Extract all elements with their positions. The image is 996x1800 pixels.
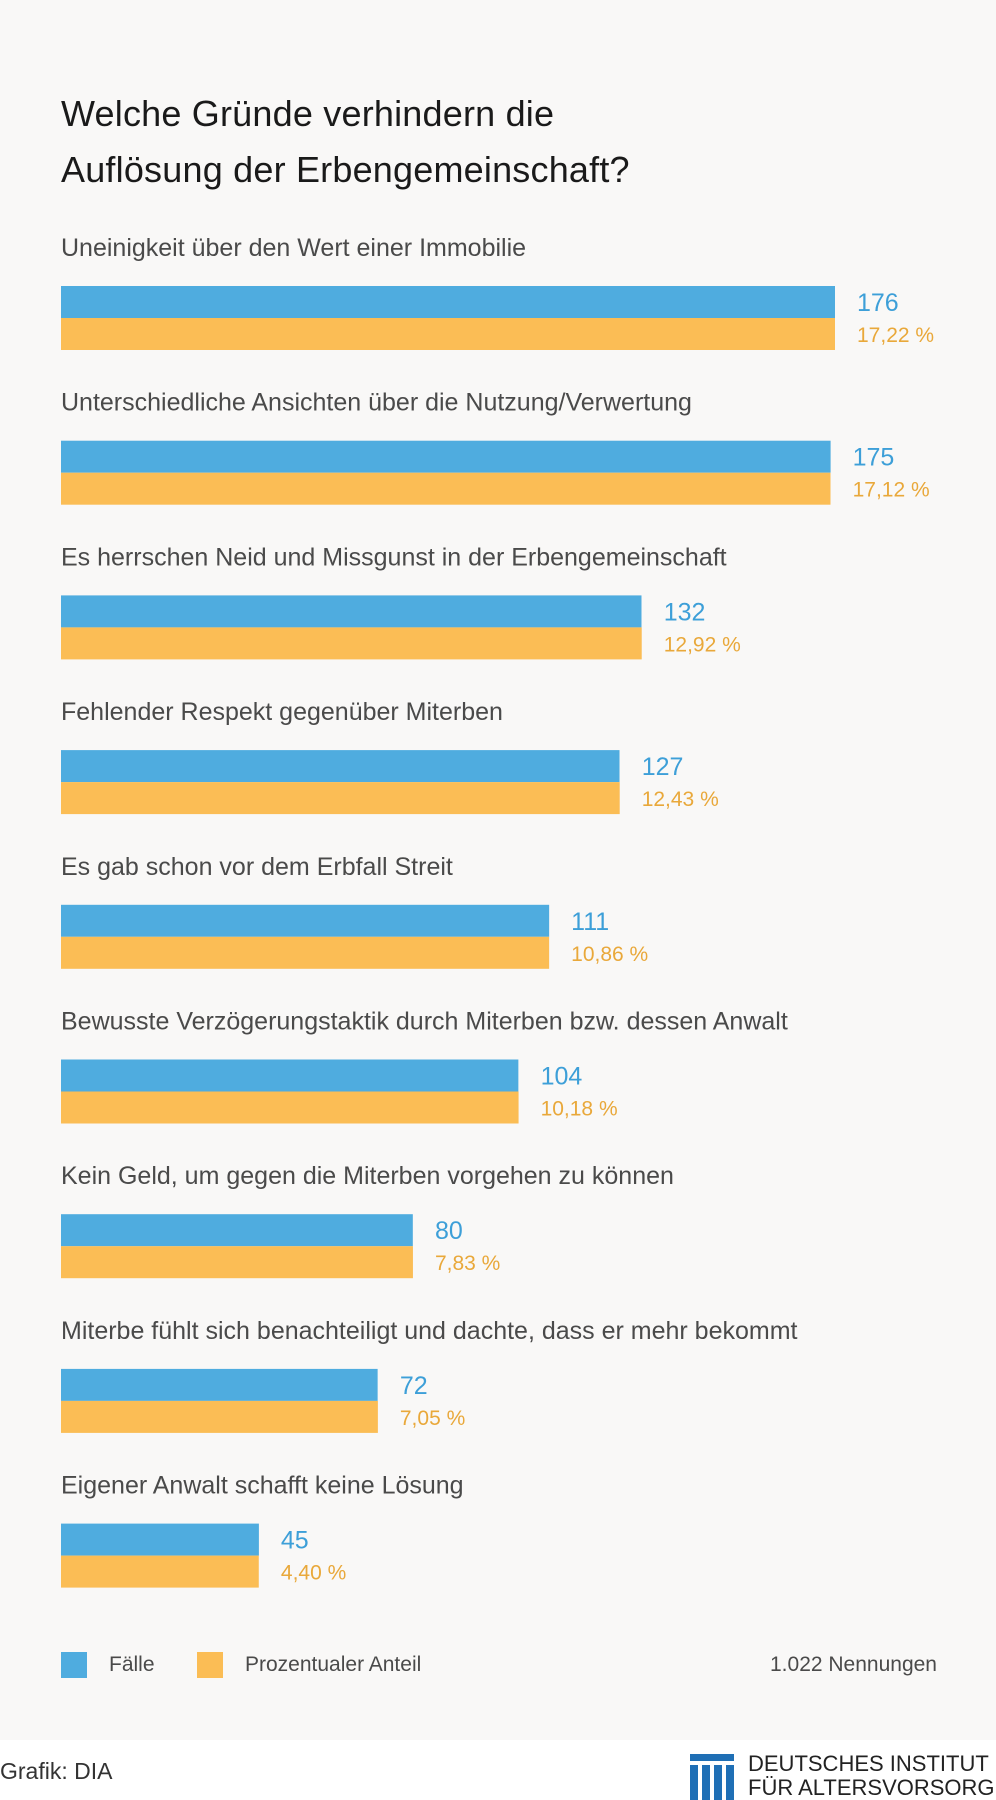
data-label-anteil: 7,83 %: [435, 1252, 500, 1275]
bar-anteil: [61, 1400, 378, 1433]
category-label: Es herrschen Neid und Missgunst in der E…: [61, 543, 727, 571]
category-label: Es gab schon vor dem Erbfall Streit: [61, 853, 453, 881]
bar-chart: Uneinigkeit über den Wert einer Immobili…: [61, 234, 934, 1588]
title-line-1: Welche Gründe verhindern die: [61, 93, 555, 135]
logo-line-2: FÜR ALTERSVORSORGE: [748, 1775, 996, 1800]
category-label: Unterschiedliche Ansichten über die Nutz…: [61, 389, 692, 417]
data-label-faelle: 127: [642, 753, 684, 781]
data-label-anteil: 17,12 %: [853, 479, 930, 502]
legend: Fälle Prozentualer Anteil 1.022 Nennunge…: [61, 1650, 937, 1680]
category-label: Miterbe fühlt sich benachteiligt und dac…: [61, 1317, 798, 1345]
data-label-faelle: 132: [664, 598, 706, 626]
bar-anteil: [61, 627, 642, 660]
bar-anteil: [61, 1555, 259, 1588]
title-line-2: Auflösung der Erbengemeinschaft?: [61, 149, 630, 191]
data-label-anteil: 12,43 %: [642, 788, 719, 811]
bar-anteil: [61, 782, 620, 815]
bar-faelle: [61, 286, 835, 318]
bar-anteil: [61, 1091, 519, 1124]
logo-text: DEUTSCHES INSTITUT FÜR ALTERSVORSORGE: [748, 1752, 996, 1800]
bar-faelle: [61, 1059, 519, 1092]
bar-anteil: [61, 1246, 413, 1279]
data-label-anteil: 17,22 %: [857, 324, 934, 347]
data-label-anteil: 12,92 %: [664, 633, 741, 656]
category-label: Bewusste Verzögerungstaktik durch Miterb…: [61, 1008, 788, 1036]
data-label-faelle: 104: [541, 1063, 583, 1091]
logo-line-1: DEUTSCHES INSTITUT: [748, 1751, 989, 1776]
data-label-faelle: 175: [853, 444, 895, 472]
legend-swatch-faelle: [61, 1652, 87, 1678]
data-label-faelle: 111: [571, 908, 609, 936]
category-label: Uneinigkeit über den Wert einer Immobili…: [61, 234, 526, 262]
bar-faelle: [61, 440, 831, 473]
bar-faelle: [61, 1523, 259, 1556]
legend-item-faelle: Fälle: [61, 1650, 155, 1680]
bar-faelle: [61, 1214, 413, 1247]
bar-faelle: [61, 1368, 378, 1401]
legend-item-anteil: Prozentualer Anteil: [197, 1650, 421, 1680]
category-label: Kein Geld, um gegen die Miterben vorgehe…: [61, 1162, 674, 1190]
bar-anteil: [61, 318, 835, 350]
data-label-anteil: 10,18 %: [541, 1098, 618, 1121]
data-label-faelle: 72: [400, 1372, 428, 1400]
data-label-anteil: 10,86 %: [571, 943, 648, 966]
legend-label-anteil: Prozentualer Anteil: [245, 1653, 422, 1676]
data-label-anteil: 7,05 %: [400, 1407, 465, 1430]
bar-faelle: [61, 750, 620, 783]
legend-label-faelle: Fälle: [109, 1653, 155, 1676]
data-label-faelle: 45: [281, 1527, 309, 1555]
category-label: Eigener Anwalt schafft keine Lösung: [61, 1472, 464, 1500]
dia-logo: DEUTSCHES INSTITUT FÜR ALTERSVORSORGE: [690, 1752, 996, 1800]
bar-anteil: [61, 936, 550, 969]
bar-faelle: [61, 904, 550, 937]
chart-title: Welche Gründe verhindern die Auflösung d…: [61, 86, 921, 198]
legend-swatch-anteil: [197, 1652, 223, 1678]
data-label-faelle: 176: [857, 289, 899, 317]
data-label-faelle: 80: [435, 1217, 463, 1245]
bar-faelle: [61, 595, 642, 628]
bar-anteil: [61, 472, 831, 505]
institute-logo-icon: [690, 1754, 734, 1800]
category-label: Fehlender Respekt gegenüber Miterben: [61, 698, 503, 726]
data-label-anteil: 4,40 %: [281, 1562, 346, 1585]
total-mentions: 1.022 Nennungen: [770, 1653, 937, 1676]
footer-credit: Grafik: DIA: [0, 1758, 113, 1784]
